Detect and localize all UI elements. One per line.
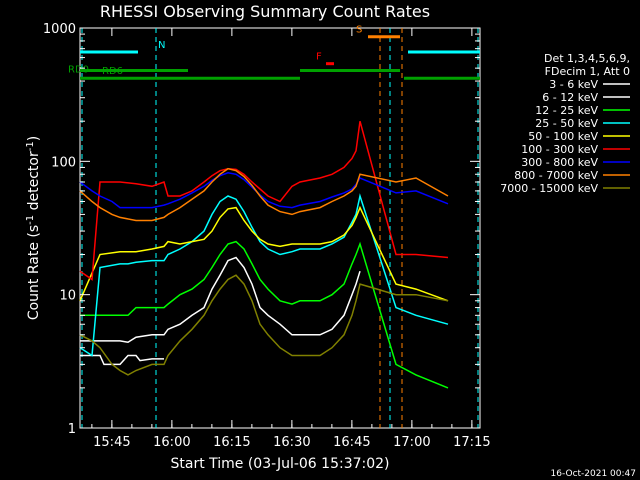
timestamp: 16-Oct-2021 00:47: [551, 469, 636, 479]
x-tick-label-1: 16:00: [153, 435, 190, 450]
flag-label-f: F: [316, 52, 322, 63]
y-tick-label-2: 100: [51, 155, 76, 170]
series-line-4: [79, 205, 449, 302]
flag-label-rd0: RD0: [68, 65, 89, 76]
series-line-8: [79, 274, 449, 376]
x-tick-label-2: 16:15: [213, 435, 250, 450]
legend: Det 1,3,4,5,6,9,FDecim 1, Att 03 - 6 keV…: [500, 52, 630, 195]
y-axis-label-end: ): [26, 136, 42, 141]
flag-label-s: S: [356, 25, 362, 36]
series-line-7: [79, 167, 449, 222]
x-tick-label-4: 16:45: [333, 435, 370, 450]
legend-entry-2: 12 - 25 keV: [535, 104, 598, 117]
series-line-1: [80, 354, 164, 366]
y-tick-label-0: 1: [68, 422, 76, 437]
y-axis-label-sup1: -1: [25, 215, 36, 225]
legend-header-1: FDecim 1, Att 0: [545, 65, 630, 78]
legend-entry-4: 50 - 100 keV: [528, 130, 598, 143]
legend-entry-0: 3 - 6 keV: [549, 78, 598, 91]
legend-entry-8: 7000 - 15000 keV: [500, 182, 598, 195]
flag-label-n: N: [158, 40, 165, 51]
legend-entry-1: 6 - 12 keV: [542, 91, 598, 104]
x-tick-label-3: 16:30: [273, 435, 310, 450]
legend-entry-6: 300 - 800 keV: [521, 156, 598, 169]
series-line-2: [80, 240, 449, 389]
flag-label-rd6: RD6: [102, 66, 123, 77]
y-tick-label-1: 10: [59, 289, 76, 304]
y-axis-label: Count Rate (s-1 detector-1): [25, 136, 42, 320]
legend-entry-7: 800 - 7000 keV: [514, 169, 598, 182]
legend-header-0: Det 1,3,4,5,6,9,: [544, 52, 630, 65]
y-axis-label-main: Count Rate (s: [26, 225, 42, 320]
series-line-3: [79, 193, 449, 357]
plot-frame: [79, 27, 481, 429]
x-tick-label-5: 17:00: [393, 435, 430, 450]
x-axis-label: Start Time (03-Jul-06 15:37:02): [170, 456, 389, 472]
plot-area: N S F RD0 RD6 15:45 16:00 16:15 16:30 16:45 17:00 1…: [43, 22, 491, 450]
legend-entry-3: 25 - 50 keV: [535, 117, 598, 130]
chart-title: RHESSI Observing Summary Count Rates: [100, 2, 430, 21]
legend-entry-5: 100 - 300 keV: [521, 143, 598, 156]
x-tick-label-6: 17:15: [453, 435, 490, 450]
x-tick-label-0: 15:45: [93, 435, 130, 450]
series-line-6: [79, 172, 449, 209]
y-axis-label-mid: detector: [26, 151, 42, 215]
series-line-0: [80, 256, 361, 343]
series-line-5: [79, 121, 449, 281]
y-tick-label-3: 1000: [43, 22, 76, 37]
y-axis-label-sup2: -1: [25, 141, 36, 151]
